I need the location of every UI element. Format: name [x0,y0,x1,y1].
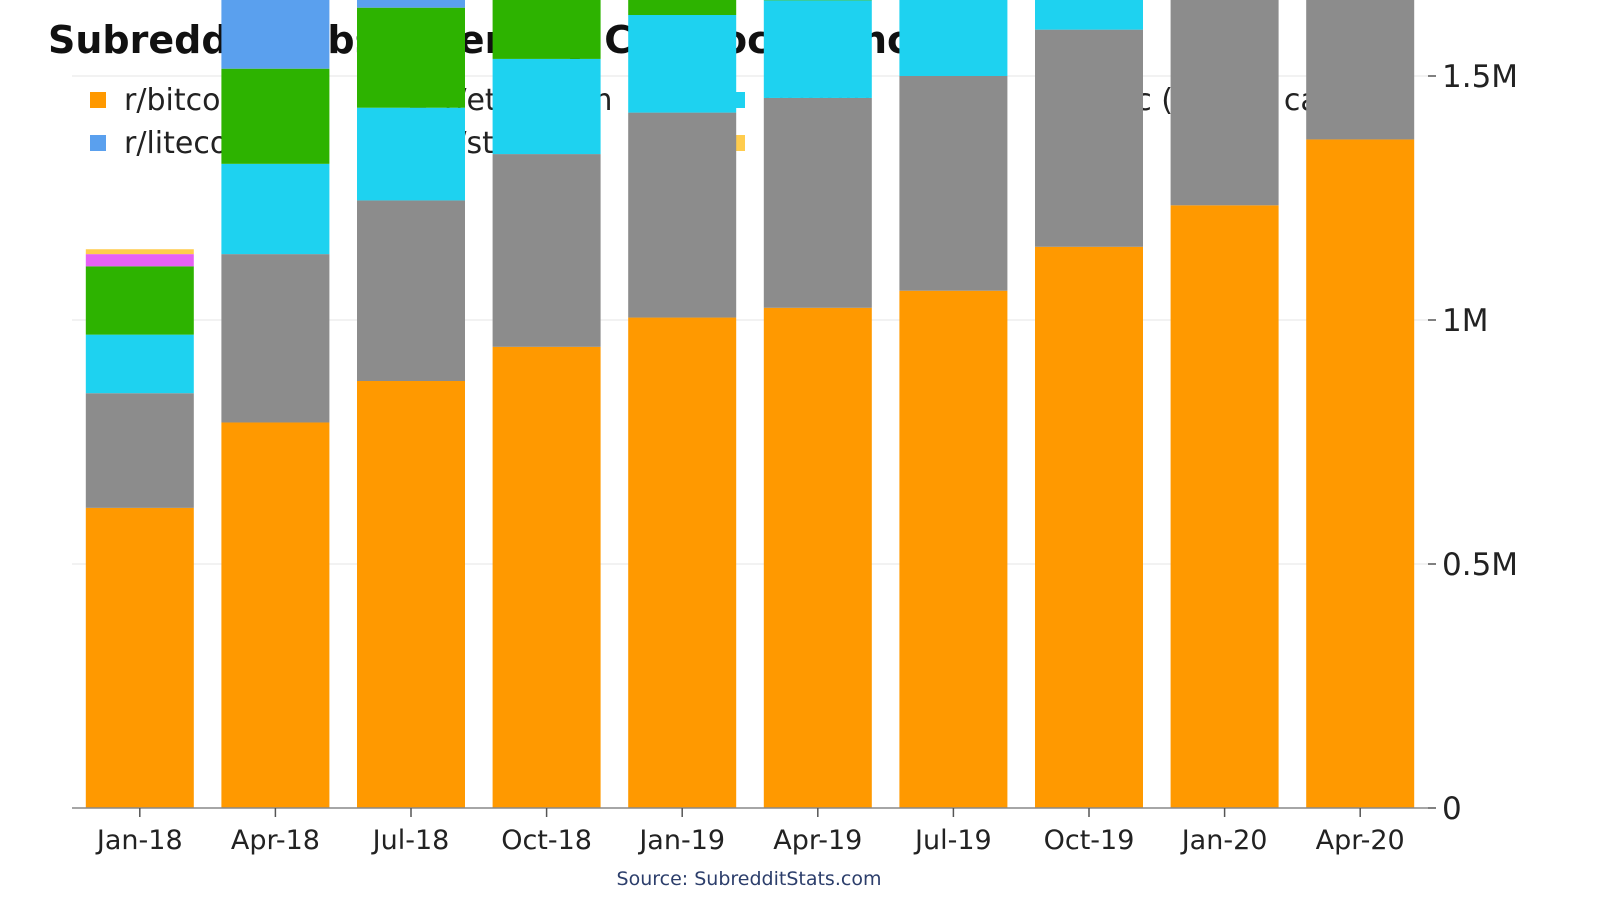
bar-r-btc-bitcoin-cash-oct-18 [493,0,601,59]
bar-stack-jul-18 [357,0,465,808]
bar-r-btc-bitcoin-cash-jan-19 [628,0,736,15]
bar-r-bitcoin-jan-19 [628,318,736,808]
bar-stack-oct-18 [493,0,601,808]
bar-r-ripple-apr-19 [764,0,872,98]
x-tick-label-jan-20: Jan-20 [1180,825,1268,856]
x-tick-label-oct-19: Oct-19 [1044,825,1135,856]
bar-r-btc-bitcoin-cash-jul-18 [357,8,465,108]
bar-r-ethereum-oct-18 [493,154,601,347]
bar-r-ethereum-apr-18 [221,254,329,422]
bar-r-ethereum-jan-18 [86,393,194,508]
source-note: Source: SubredditStats.com [617,868,882,890]
y-tick-label-0-5m: 0.5M [1442,547,1518,583]
y-tick-label-0: 0 [1442,791,1462,827]
bar-stack-jan-19 [628,0,736,808]
bar-stack-oct-19 [1035,0,1143,808]
bar-stack-apr-20 [1306,0,1414,808]
bar-r-bitcoin-oct-18 [493,347,601,808]
bars [86,0,1414,808]
bar-r-btc-bitcoin-cash-apr-18 [221,69,329,164]
bar-r-ripple-jul-19 [899,0,1007,76]
y-tick-label-1-5m: 1.5M [1442,59,1518,95]
bar-r-bitcoin-oct-19 [1035,247,1143,808]
bar-r-litecoin-jul-18 [357,0,465,8]
legend-swatch-r-bitcoin [90,92,106,108]
bar-stack-jan-18 [86,249,194,808]
bar-r-litecoin-apr-18 [221,0,329,69]
x-axis: Jan-18 Apr-18 Jul-18 Oct-18 Jan-19 Apr-19 Jul-… [72,808,1428,856]
bar-r-bitcoin-jan-18 [86,508,194,808]
x-tick-label-apr-18: Apr-18 [231,825,320,856]
bar-r-ripple-oct-19 [1035,0,1143,30]
bar-r-bitcoin-apr-19 [764,308,872,808]
bar-stack-apr-19 [764,0,872,808]
bar-r-stellar-jan-18 [86,254,194,266]
bar-r-bitcoin-apr-18 [221,422,329,808]
bar-r-ripple-jan-18 [86,335,194,394]
bar-stack-apr-18 [221,0,329,808]
bar-r-ethereum-jul-19 [899,76,1007,291]
y-tick-label-1m: 1M [1442,303,1488,339]
bar-r-ripple-apr-18 [221,164,329,254]
bar-r-btc-bitcoin-cash-jan-18 [86,266,194,334]
bar-r-bitcoin-jul-19 [899,291,1007,808]
x-tick-label-oct-18: Oct-18 [501,825,592,856]
bar-stack-jan-20 [1171,0,1279,808]
x-tick-label-apr-20: Apr-20 [1316,825,1405,856]
bar-r-bitcoin-apr-20 [1306,139,1414,808]
bar-r-ripple-jul-18 [357,108,465,201]
x-tick-label-jan-18: Jan-18 [95,825,183,856]
x-tick-label-jan-19: Jan-19 [637,825,725,856]
bar-stack-jul-19 [899,0,1007,808]
bar-r-ethereum-oct-19 [1035,30,1143,247]
bar-r-ethereum-jan-20 [1171,0,1279,205]
bar-r-ripple-oct-18 [493,59,601,154]
bar-r-ethereum-jan-19 [628,113,736,318]
bar-r-ripple-jan-19 [628,15,736,113]
legend-swatch-r-litecoin [90,135,106,151]
bar-r-tezos-jan-18 [86,249,194,254]
x-tick-label-jul-19: Jul-19 [913,825,992,856]
bar-r-ethereum-apr-20 [1306,0,1414,139]
x-tick-label-apr-19: Apr-19 [773,825,862,856]
x-tick-label-jul-18: Jul-18 [371,825,450,856]
bar-r-bitcoin-jan-20 [1171,205,1279,808]
bar-r-ethereum-apr-19 [764,98,872,308]
bar-r-bitcoin-jul-18 [357,381,465,808]
bar-r-ethereum-jul-18 [357,200,465,381]
